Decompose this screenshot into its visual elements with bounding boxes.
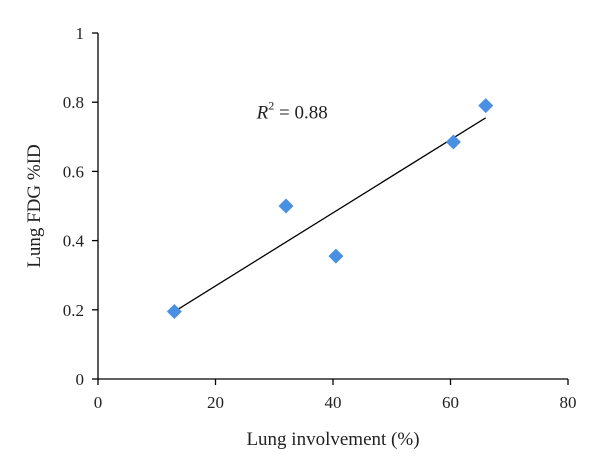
y-tick-label: 1 xyxy=(76,24,85,43)
r2-value: = 0.88 xyxy=(274,103,327,124)
data-point xyxy=(278,198,294,214)
x-tick-label: 0 xyxy=(94,393,103,412)
r-squared-annotation: R2 = 0.88 xyxy=(256,99,328,124)
x-tick-label: 60 xyxy=(442,393,459,412)
data-point xyxy=(478,98,494,114)
y-tick-label: 0.6 xyxy=(63,162,84,181)
y-tick-label: 0.2 xyxy=(63,301,84,320)
x-axis-title: Lung involvement (%) xyxy=(246,429,419,450)
x-ticks: 0 20 40 60 80 xyxy=(94,379,577,412)
x-tick-label: 40 xyxy=(325,393,342,412)
y-axis-title: Lung FDG %ID xyxy=(24,144,45,268)
data-point xyxy=(445,134,461,150)
y-tick-label: 0 xyxy=(76,370,85,389)
y-tick-label: 0.8 xyxy=(63,93,84,112)
x-tick-label: 80 xyxy=(560,393,577,412)
y-tick-label: 0.4 xyxy=(63,232,85,251)
data-point xyxy=(166,304,182,320)
data-point xyxy=(328,248,344,264)
r2-superscript: 2 xyxy=(268,99,274,113)
trendline xyxy=(174,117,487,313)
r2-variable: R xyxy=(256,103,269,124)
data-points xyxy=(166,98,494,320)
axes xyxy=(97,33,568,380)
x-tick-label: 20 xyxy=(207,393,224,412)
y-ticks: 0 0.2 0.4 0.6 0.8 1 xyxy=(63,24,98,389)
